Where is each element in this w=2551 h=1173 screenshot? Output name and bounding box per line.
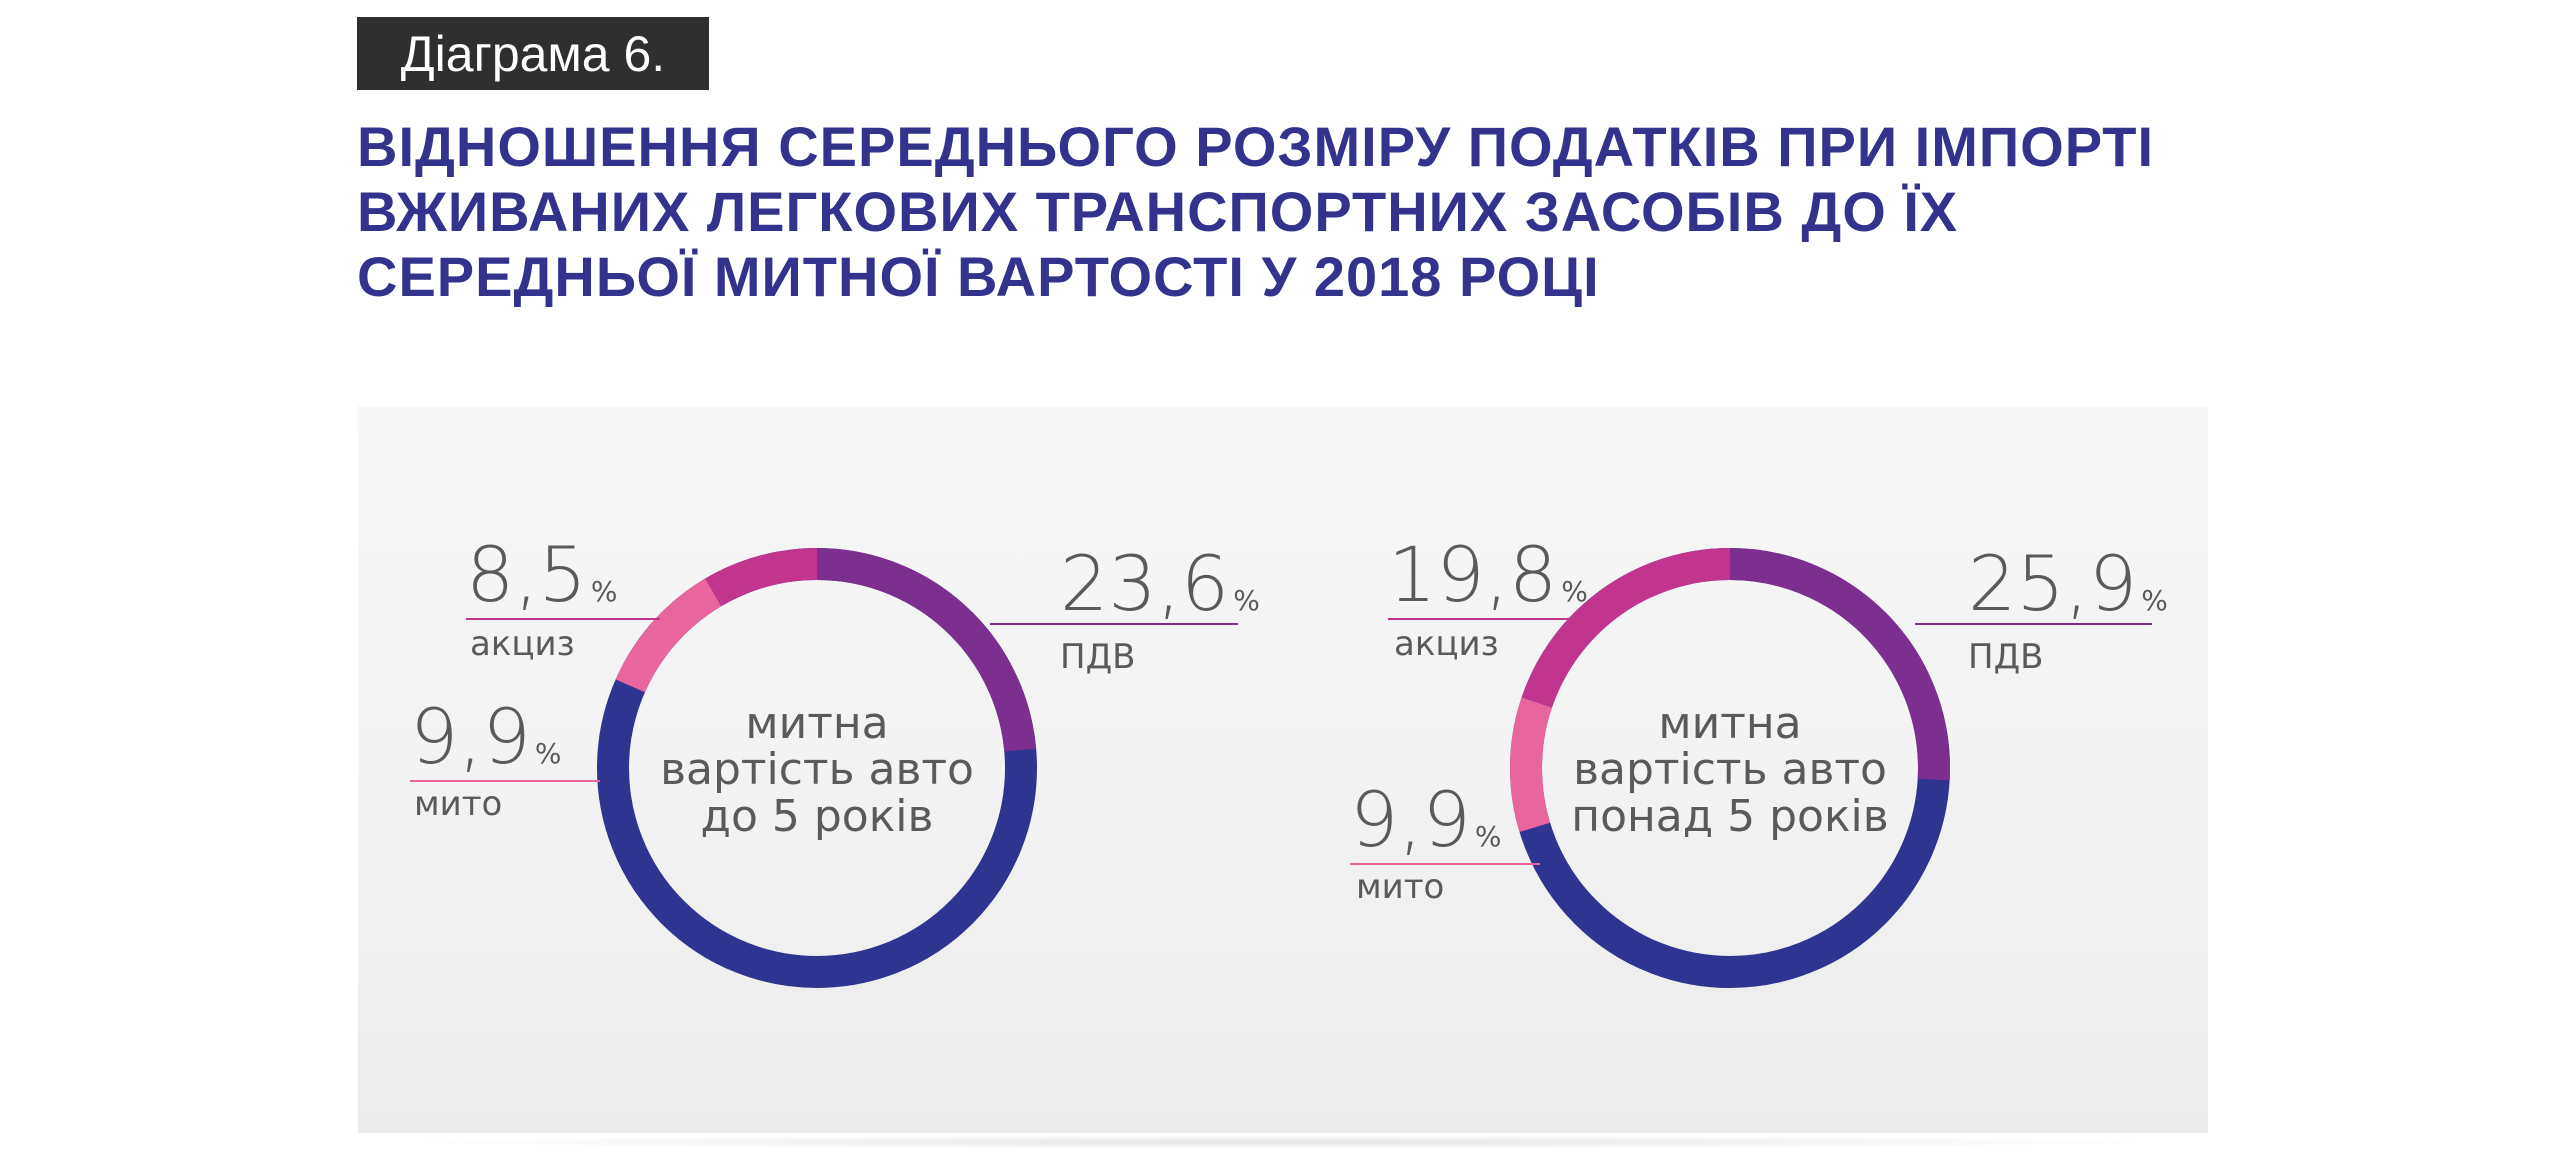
center-label-line: понад 5 років	[1571, 791, 1888, 842]
slice-name-label: акциз	[1394, 624, 1499, 664]
slice-value-unit: %	[591, 575, 618, 608]
slice-акциз	[705, 548, 818, 607]
slice-name-label: ПДВ	[1968, 637, 2043, 677]
slice-ПДВ	[1729, 548, 1950, 781]
chart-title-line: СЕРЕДНЬОЇ МИТНОЇ ВАРТОСТІ У 2018 РОЦІ	[357, 245, 1600, 308]
slice-value-label: 8,5%	[466, 530, 617, 619]
slice-value-unit: %	[1475, 820, 1502, 853]
panel-shadow	[372, 1135, 2194, 1149]
diagram-number-tag: Діаграма 6.	[357, 17, 709, 90]
slice-мито	[615, 578, 722, 693]
slice-name-label: мито	[1356, 867, 1444, 907]
slice-ПДВ	[816, 548, 1037, 752]
chart-title-line: ВІДНОШЕННЯ СЕРЕДНЬОГО РОЗМІРУ ПОДАТКІВ П…	[357, 115, 2155, 178]
chart-title: ВІДНОШЕННЯ СЕРЕДНЬОГО РОЗМІРУ ПОДАТКІВ П…	[357, 114, 2257, 309]
slice-value-number: 9,9	[410, 692, 531, 781]
slice-value-unit: %	[1233, 584, 1260, 617]
slice-value-number: 9,9	[1350, 775, 1471, 864]
center-label-line: вартість авто	[1573, 744, 1887, 795]
slice-value-unit: %	[1561, 575, 1588, 608]
slice-name-label: акциз	[470, 624, 575, 664]
center-label-line: митна	[745, 698, 888, 749]
center-label-line: до 5 років	[701, 791, 934, 842]
chart-title-line: ВЖИВАНИХ ЛЕГКОВИХ ТРАНСПОРТНИХ ЗАСОБІВ Д…	[357, 180, 1959, 243]
slice-value-label: 9,9%	[410, 692, 561, 781]
chart-panel	[358, 406, 2208, 1133]
slice-value-number: 19,8	[1388, 530, 1557, 619]
slice-value-label: 23,6%	[1060, 539, 1260, 628]
slice-value-number: 8,5	[466, 530, 587, 619]
slice-name-label: мито	[414, 784, 502, 824]
slice-value-number: 23,6	[1060, 539, 1229, 628]
center-label-line: вартість авто	[660, 744, 974, 795]
slice-value-number: 25,9	[1968, 539, 2137, 628]
slice-value-label: 19,8%	[1388, 530, 1588, 619]
slice-value-label: 25,9%	[1968, 539, 2168, 628]
slice-value-unit: %	[535, 737, 562, 770]
slice-value-label: 9,9%	[1350, 775, 1501, 864]
center-label-line: митна	[1658, 698, 1801, 749]
slice-мито	[1510, 697, 1553, 833]
slice-value-unit: %	[2141, 584, 2168, 617]
slice-name-label: ПДВ	[1060, 637, 1135, 677]
slice-акциз	[1521, 548, 1731, 708]
